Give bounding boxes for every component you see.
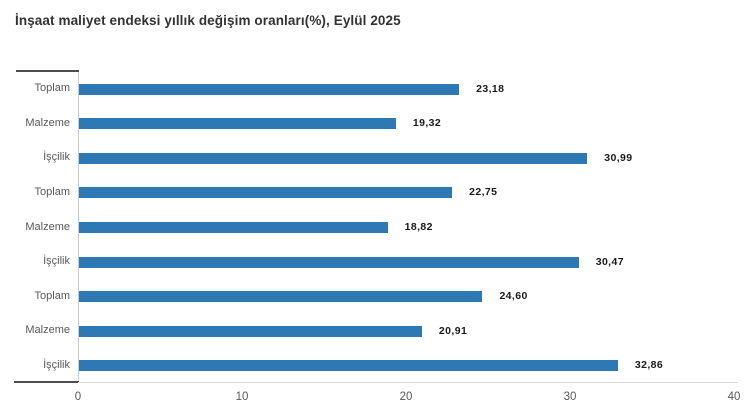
value-label: 30,47 bbox=[595, 255, 624, 268]
y-axis-top-cap bbox=[16, 70, 79, 72]
category-label: İşçilik bbox=[43, 255, 70, 268]
bar[interactable] bbox=[79, 256, 579, 268]
x-tick-label: 0 bbox=[74, 391, 82, 403]
category-label: Malzeme bbox=[25, 324, 70, 337]
bar[interactable] bbox=[79, 291, 483, 303]
x-axis-left-cap bbox=[14, 381, 79, 383]
category-label: İşçilik bbox=[43, 151, 70, 164]
category-label: Toplam bbox=[34, 289, 70, 302]
value-label: 30,99 bbox=[604, 151, 633, 164]
bar[interactable] bbox=[79, 152, 588, 164]
x-tick-label: 30 bbox=[563, 391, 577, 403]
x-tick-label: 10 bbox=[235, 391, 249, 403]
value-label: 24,60 bbox=[499, 290, 528, 303]
value-label: 32,86 bbox=[634, 359, 664, 372]
category-label: Toplam bbox=[34, 82, 70, 95]
category-label: Malzeme bbox=[25, 220, 70, 233]
category-label: Toplam bbox=[34, 185, 70, 198]
x-axis-line bbox=[78, 382, 738, 383]
value-label: 19,32 bbox=[412, 117, 442, 130]
category-label: Malzeme bbox=[25, 116, 70, 129]
category-label: İşçilik bbox=[43, 358, 70, 371]
bar[interactable] bbox=[79, 118, 396, 130]
value-label: 23,18 bbox=[476, 82, 505, 95]
bar[interactable] bbox=[79, 83, 460, 95]
y-axis-line bbox=[78, 72, 79, 383]
value-label: 22,75 bbox=[469, 186, 498, 199]
bar[interactable] bbox=[79, 325, 422, 337]
bar[interactable] bbox=[79, 360, 618, 372]
chart-title: İnşaat maliyet endeksi yıllık değişim or… bbox=[15, 13, 401, 28]
value-label: 20,91 bbox=[438, 324, 468, 337]
x-tick-label: 40 bbox=[727, 391, 741, 403]
x-tick-label: 20 bbox=[399, 391, 413, 403]
bar[interactable] bbox=[79, 222, 388, 233]
bar[interactable] bbox=[79, 187, 453, 199]
value-label: 18,82 bbox=[404, 221, 433, 233]
